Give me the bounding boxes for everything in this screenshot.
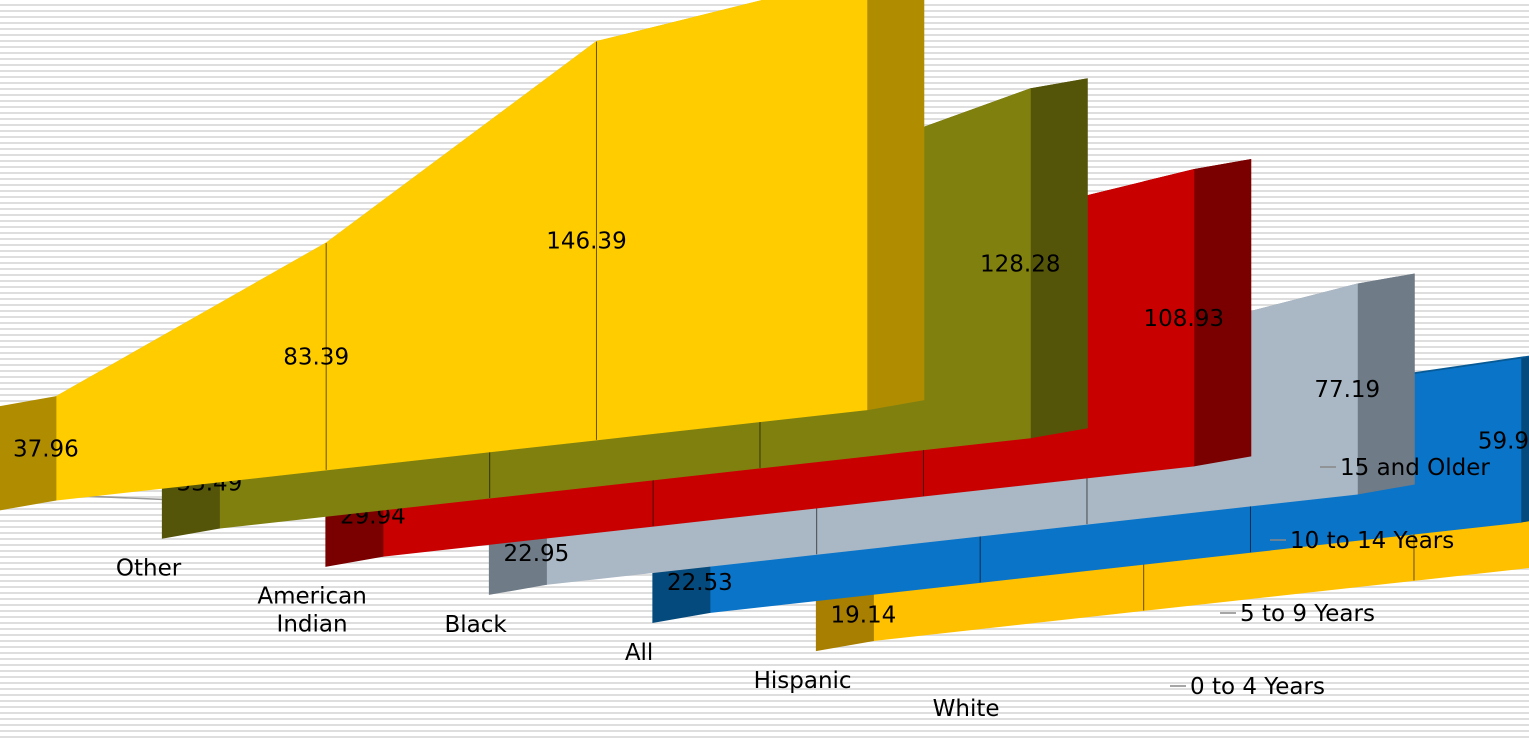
data-label: 59.95 bbox=[1478, 429, 1529, 455]
series-label-line: Hispanic bbox=[754, 668, 852, 694]
series-label-line: Other bbox=[116, 556, 182, 582]
data-label: 37.96 bbox=[13, 436, 79, 462]
ribbon-left-cap bbox=[0, 396, 57, 511]
data-label: 128.28 bbox=[980, 251, 1060, 277]
series-label-line: American bbox=[257, 584, 366, 610]
data-label: 146.39 bbox=[546, 229, 626, 255]
series-label-line: Black bbox=[444, 612, 507, 638]
series-label-line: White bbox=[933, 696, 1000, 722]
series-label: White bbox=[933, 696, 1000, 722]
series-label: American Indian bbox=[257, 584, 366, 638]
data-label: 108.93 bbox=[1144, 306, 1224, 332]
ribbon-end-cap bbox=[866, 0, 925, 411]
series-label: Black bbox=[444, 612, 507, 638]
data-label: 19.14 bbox=[830, 602, 896, 628]
category-label: 5 to 9 Years bbox=[1240, 601, 1375, 627]
series-label: Hispanic bbox=[754, 668, 852, 694]
data-label: 22.53 bbox=[667, 570, 733, 596]
category-label: 10 to 14 Years bbox=[1290, 528, 1454, 554]
category-label: 0 to 4 Years bbox=[1190, 674, 1325, 700]
series-other: 37.96 83.39 146.39 bbox=[0, 0, 925, 511]
data-label: 77.19 bbox=[1314, 377, 1380, 403]
series-label: Other bbox=[116, 556, 182, 582]
series-label-line: All bbox=[625, 640, 654, 666]
series-label: All bbox=[625, 640, 654, 666]
category-label: 15 and Older bbox=[1340, 455, 1490, 481]
series-label-line: Indian bbox=[277, 612, 348, 638]
data-label: 22.95 bbox=[503, 541, 569, 567]
data-label: 83.39 bbox=[283, 345, 349, 371]
ribbon-front bbox=[55, 0, 868, 501]
